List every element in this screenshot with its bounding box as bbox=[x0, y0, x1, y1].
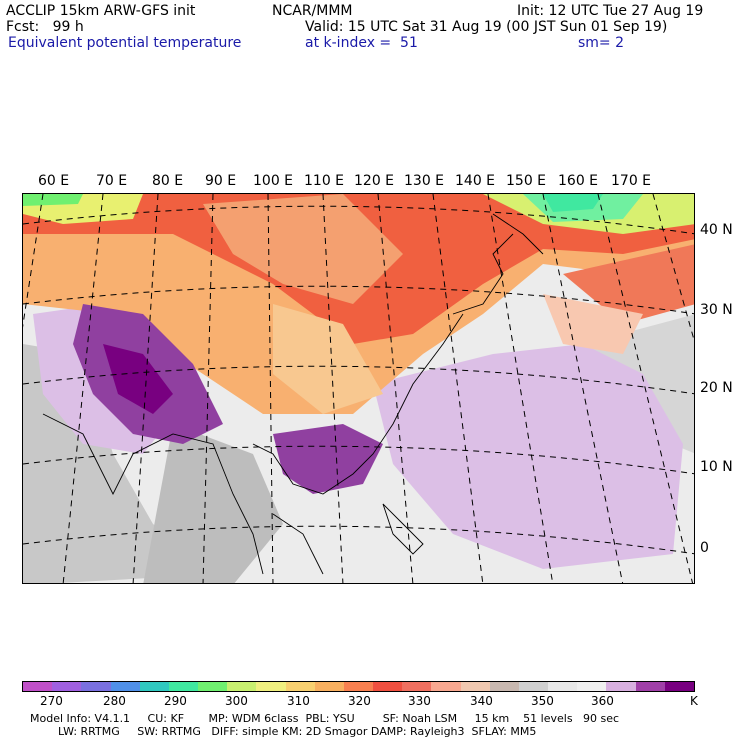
colorbar-swatch bbox=[548, 682, 578, 691]
colorbar-swatch bbox=[460, 682, 490, 691]
colorbar-tick: 290 bbox=[164, 694, 187, 708]
lat-label: 30 N bbox=[700, 302, 733, 318]
colorbar-swatch bbox=[489, 682, 519, 691]
theta-e-field bbox=[23, 194, 694, 583]
colorbar-tick: 270 bbox=[40, 694, 63, 708]
colorbar-swatch bbox=[343, 682, 374, 691]
colorbar-tick: 300 bbox=[225, 694, 248, 708]
colorbar-swatch bbox=[52, 682, 82, 691]
center-title: NCAR/MMM bbox=[272, 3, 353, 19]
coastlines bbox=[42, 213, 544, 575]
colorbar-swatch bbox=[518, 682, 549, 691]
valid-time: Valid: 15 UTC Sat 31 Aug 19 (00 JST Sun … bbox=[305, 19, 668, 35]
lon-label: 150 E bbox=[506, 173, 547, 189]
colorbar-swatch bbox=[227, 682, 257, 691]
forecast-hour: Fcst: 99 h bbox=[6, 19, 84, 35]
red-band bbox=[563, 244, 694, 324]
lon-label: 70 E bbox=[96, 173, 128, 189]
light-purple-region bbox=[373, 344, 683, 569]
colorbar-swatch bbox=[168, 682, 199, 691]
lon-label: 90 E bbox=[205, 173, 237, 189]
lat-label: 40 N bbox=[700, 222, 733, 238]
grey-band bbox=[143, 424, 283, 583]
colorbar-tick: 280 bbox=[103, 694, 126, 708]
lat-label: 20 N bbox=[700, 380, 733, 396]
dark-purple-region bbox=[103, 344, 173, 414]
model-info-line1: Model Info: V4.1.1 CU: KF MP: WDM 6class… bbox=[30, 712, 620, 725]
colorbar-swatch bbox=[81, 682, 111, 691]
lon-label: 170 E bbox=[611, 173, 652, 189]
colorbar-swatch bbox=[635, 682, 665, 691]
model-info-line2: LW: RRTMG SW: RRTMG DIFF: simple KM: 2D … bbox=[30, 725, 537, 738]
colorbar-unit: K bbox=[690, 694, 698, 708]
colorbar-swatch bbox=[198, 682, 228, 691]
purple-region bbox=[273, 424, 383, 494]
lon-label: 120 E bbox=[354, 173, 395, 189]
colorbar-tick: 350 bbox=[531, 694, 554, 708]
green-patch bbox=[543, 194, 603, 212]
init-time: Init: 12 UTC Tue 27 Aug 19 bbox=[517, 3, 704, 19]
colorbar-swatch bbox=[314, 682, 344, 691]
colorbar-tick: 340 bbox=[470, 694, 493, 708]
lon-label: 110 E bbox=[304, 173, 345, 189]
variable-name: Equivalent potential temperature bbox=[8, 35, 242, 51]
peach-band bbox=[543, 294, 643, 354]
model-title: ACCLIP 15km ARW-GFS init bbox=[6, 3, 196, 19]
colorbar-swatch bbox=[23, 682, 53, 691]
colorbar-swatch bbox=[431, 682, 461, 691]
colorbar-swatch bbox=[256, 682, 286, 691]
orange-patch bbox=[273, 304, 383, 414]
level-index: at k-index = 51 bbox=[305, 35, 418, 51]
colorbar-tick: 330 bbox=[408, 694, 431, 708]
colorbar-swatch bbox=[373, 682, 403, 691]
colorbar-swatch bbox=[285, 682, 315, 691]
smoothing: sm= 2 bbox=[578, 35, 625, 51]
lon-label: 100 E bbox=[253, 173, 294, 189]
lon-label: 160 E bbox=[558, 173, 599, 189]
colorbar-swatch bbox=[577, 682, 607, 691]
lon-label: 60 E bbox=[38, 173, 70, 189]
colorbar-swatch bbox=[664, 682, 694, 691]
colorbar bbox=[22, 681, 695, 692]
lat-label: 0 bbox=[700, 540, 709, 556]
colorbar-tick: 320 bbox=[348, 694, 371, 708]
colorbar-swatch bbox=[606, 682, 636, 691]
map-panel[interactable] bbox=[22, 193, 695, 584]
colorbar-swatch bbox=[402, 682, 432, 691]
colorbar-tick: 360 bbox=[591, 694, 614, 708]
green-patch bbox=[23, 194, 83, 206]
lon-label: 130 E bbox=[404, 173, 445, 189]
lon-label: 80 E bbox=[152, 173, 184, 189]
colorbar-swatch bbox=[139, 682, 169, 691]
colorbar-tick: 310 bbox=[287, 694, 310, 708]
orange-patch bbox=[203, 194, 403, 304]
lon-label: 140 E bbox=[455, 173, 496, 189]
lat-label: 10 N bbox=[700, 459, 733, 475]
graticule bbox=[23, 194, 694, 583]
colorbar-swatch bbox=[110, 682, 140, 691]
